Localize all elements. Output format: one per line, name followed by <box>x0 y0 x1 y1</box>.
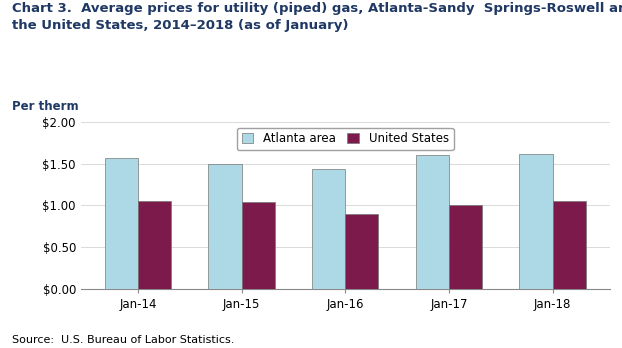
Bar <box>449 205 482 289</box>
Text: Chart 3.  Average prices for utility (piped) gas, Atlanta-Sandy  Springs-Roswell: Chart 3. Average prices for utility (pip… <box>12 2 622 15</box>
Bar <box>519 155 552 289</box>
Bar <box>138 201 171 289</box>
Bar <box>312 169 345 289</box>
Legend: Atlanta area, United States: Atlanta area, United States <box>237 128 453 150</box>
Bar <box>241 202 275 289</box>
Bar <box>208 164 241 289</box>
Text: Source:  U.S. Bureau of Labor Statistics.: Source: U.S. Bureau of Labor Statistics. <box>12 334 235 345</box>
Bar <box>552 201 586 289</box>
Text: the United States, 2014–2018 (as of January): the United States, 2014–2018 (as of Janu… <box>12 19 349 32</box>
Bar <box>415 155 449 289</box>
Bar <box>104 158 138 289</box>
Bar <box>345 214 378 289</box>
Text: Per therm: Per therm <box>12 100 79 113</box>
